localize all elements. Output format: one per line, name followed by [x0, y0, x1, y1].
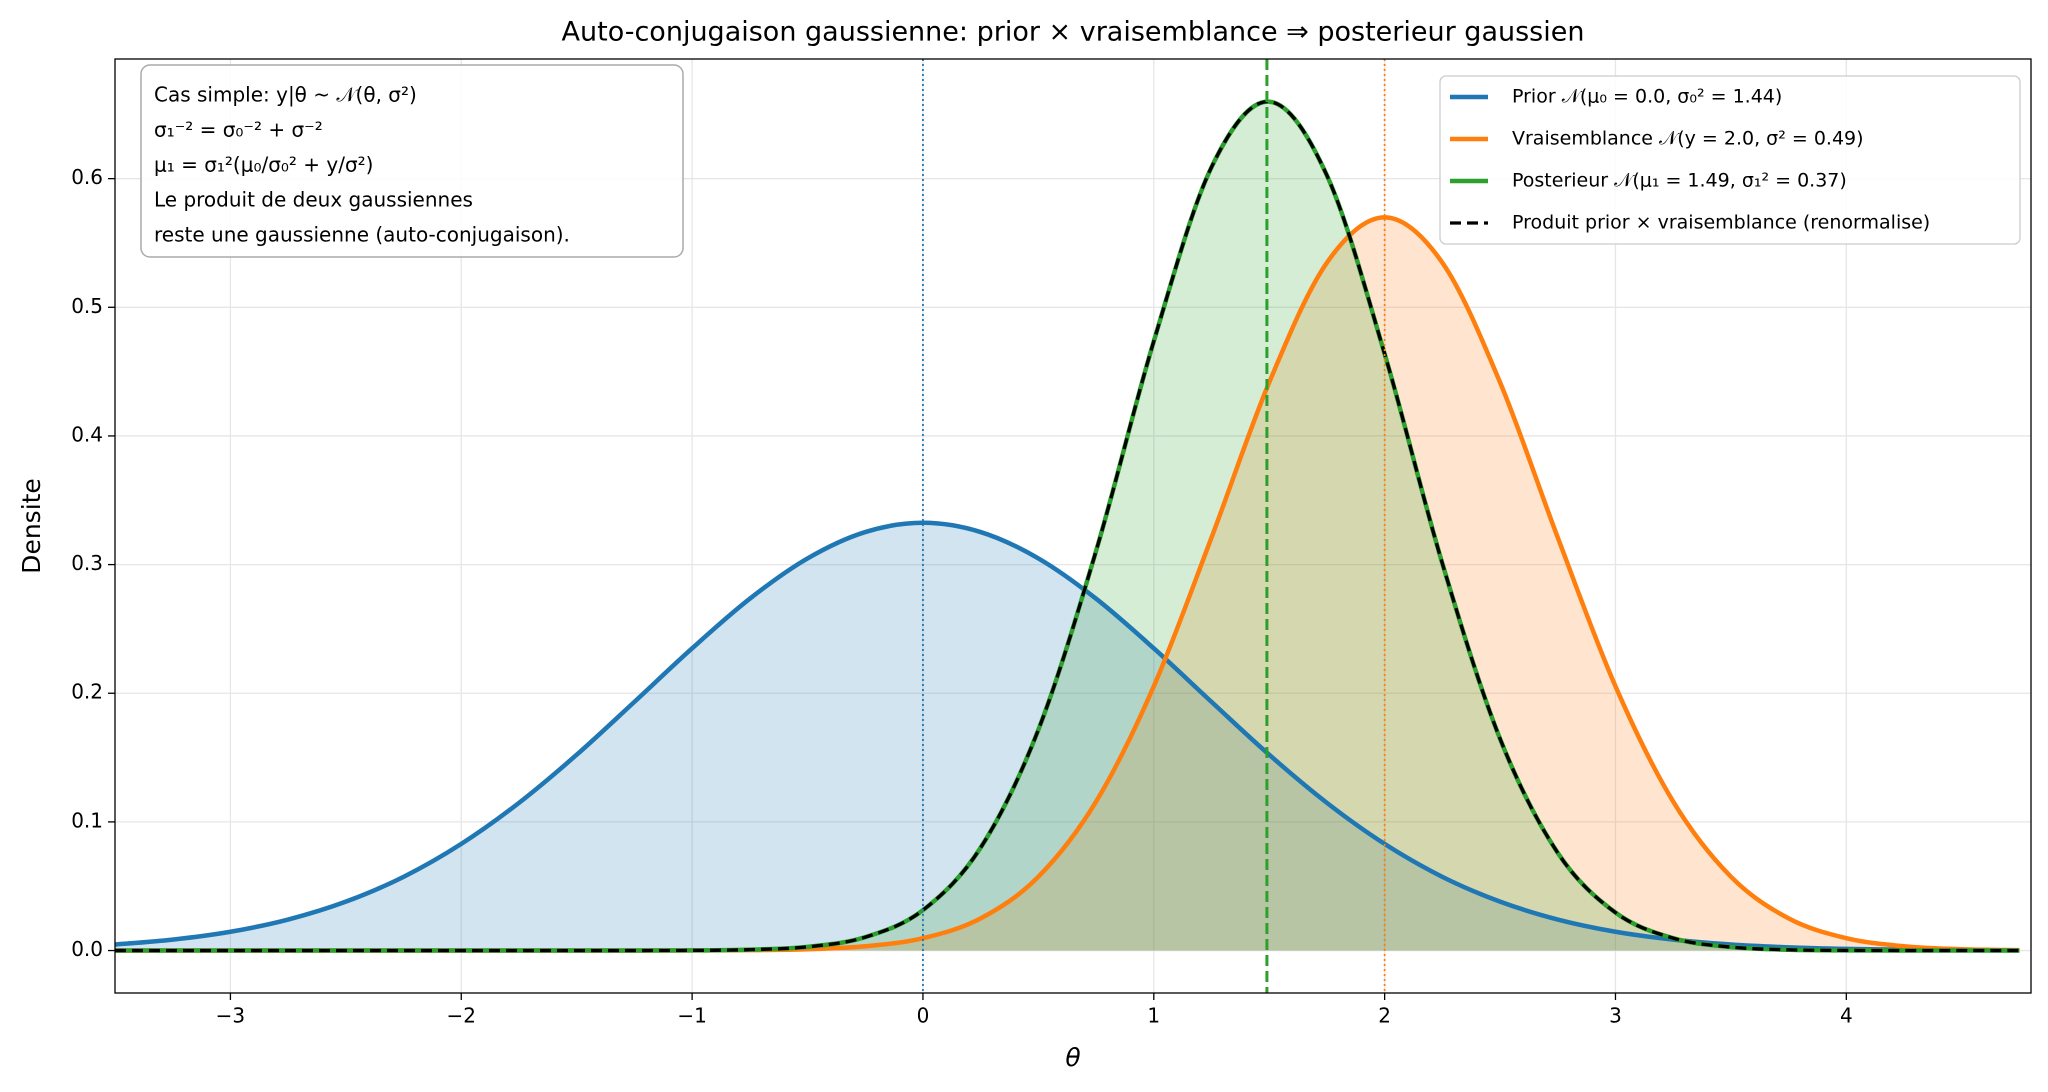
- area: [115, 522, 2020, 951]
- annotation-box: [140, 64, 684, 258]
- y-tick-label: 0.2: [71, 680, 103, 704]
- x-tick-label: 2: [1378, 1004, 1391, 1028]
- annotation-text: reste une gaussienne (auto-conjugaison).: [154, 223, 570, 247]
- y-tick-label: 0.3: [71, 551, 103, 575]
- legend-label: Prior 𝒩(μ₀ = 0.0, σ₀² = 1.44): [1512, 86, 1782, 108]
- x-tick-label: 1: [1147, 1004, 1160, 1028]
- area: [115, 217, 2020, 951]
- legend-label: Produit prior × vraisemblance (renormali…: [1512, 212, 1930, 234]
- y-tick-label: 0.0: [71, 937, 103, 961]
- x-tick-label: 4: [1840, 1004, 1853, 1028]
- y-tick-label: 0.5: [71, 294, 103, 318]
- y-tick-label: 0.6: [71, 165, 103, 189]
- annotation-text: Le produit de deux gaussiennes: [154, 188, 473, 212]
- annotation-text: Cas simple: y|θ ~ 𝒩(θ, σ²): [154, 83, 417, 107]
- area: [115, 101, 2020, 951]
- plot-area: [115, 99, 2020, 953]
- x-tick-label: −2: [447, 1004, 476, 1028]
- x-tick-label: −1: [677, 1004, 706, 1028]
- y-axis-label: Densite: [17, 478, 46, 574]
- legend-label: Posterieur 𝒩(μ₁ = 1.49, σ₁² = 0.37): [1512, 170, 1847, 192]
- annotation-text: μ₁ = σ₁²(μ₀/σ₀² + y/σ²): [154, 153, 373, 177]
- x-tick-label: −3: [216, 1004, 245, 1028]
- legend-label: Vraisemblance 𝒩(y = 2.0, σ² = 0.49): [1512, 128, 1864, 150]
- y-tick-label: 0.4: [71, 422, 103, 446]
- x-tick-label: 0: [917, 1004, 930, 1028]
- plot-frame: [114, 58, 2032, 994]
- x-axis-label: θ: [1065, 1043, 1080, 1072]
- chart-title: Auto-conjugaison gaussienne: prior × vra…: [562, 17, 1585, 48]
- line: [115, 99, 2020, 953]
- y-tick-label: 0.1: [71, 808, 103, 832]
- legend-box: [1439, 75, 2021, 245]
- annotation-text: σ₁⁻² = σ₀⁻² + σ⁻²: [154, 118, 323, 142]
- x-tick-label: 3: [1609, 1004, 1622, 1028]
